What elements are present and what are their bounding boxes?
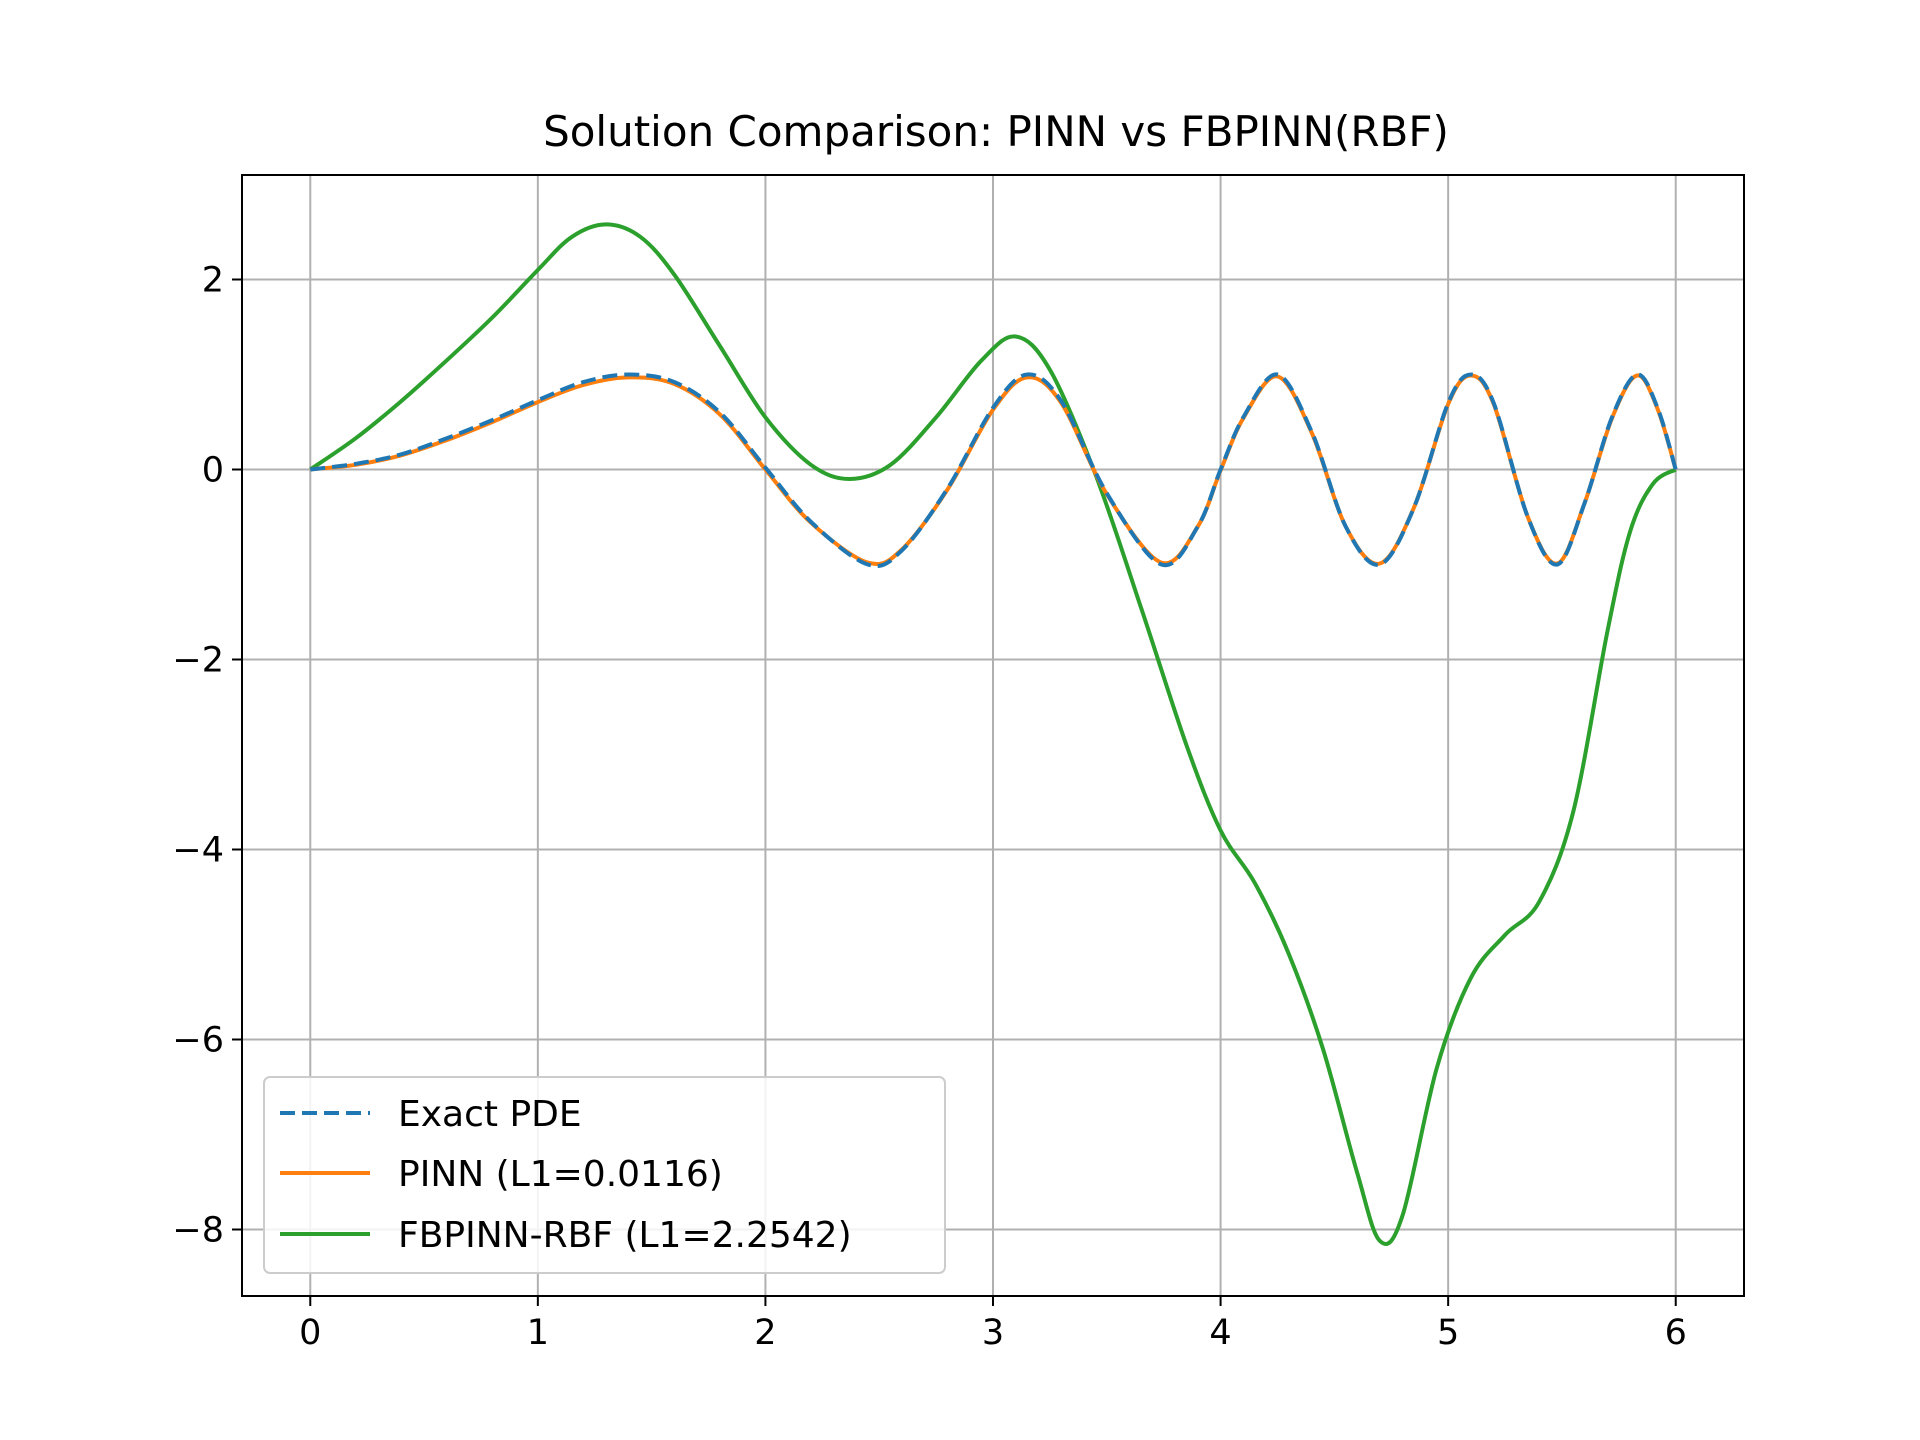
x-tick-label: 2 [754, 1313, 776, 1353]
y-tick-label: −2 [172, 641, 224, 681]
x-tick-label: 4 [1209, 1313, 1231, 1353]
x-tick-label: 0 [299, 1313, 321, 1353]
legend-box [263, 1076, 946, 1274]
chart-title: Solution Comparison: PINN vs FBPINN(RBF) [543, 107, 1449, 156]
x-tick-label: 5 [1437, 1313, 1459, 1353]
legend-label-pinn: PINN (L1=0.0116) [398, 1154, 723, 1195]
legend-label-fbpinn-rbf: FBPINN-RBF (L1=2.2542) [398, 1215, 852, 1256]
y-tick-label: 0 [202, 451, 224, 491]
series-layer [309, 222, 1678, 1246]
series-line-fbpinn-rbf [309, 222, 1677, 1246]
y-tick-label: −6 [172, 1021, 224, 1061]
legend-label-exact-pde: Exact PDE [398, 1094, 582, 1135]
y-tick-label: −4 [172, 831, 224, 871]
y-tick-label: 2 [202, 261, 224, 301]
legend: Exact PDE PINN (L1=0.0116) FBPINN-RBF (L… [263, 1076, 946, 1274]
x-tick-label: 3 [982, 1313, 1004, 1353]
axis-ticks: 0 1 2 3 4 5 6 2 0 −2 −4 −6 −8 [172, 261, 1686, 1354]
y-tick-label: −8 [172, 1211, 224, 1251]
x-tick-label: 6 [1665, 1313, 1687, 1353]
series-line-exact-pde [310, 372, 1678, 569]
x-tick-label: 1 [527, 1313, 549, 1353]
